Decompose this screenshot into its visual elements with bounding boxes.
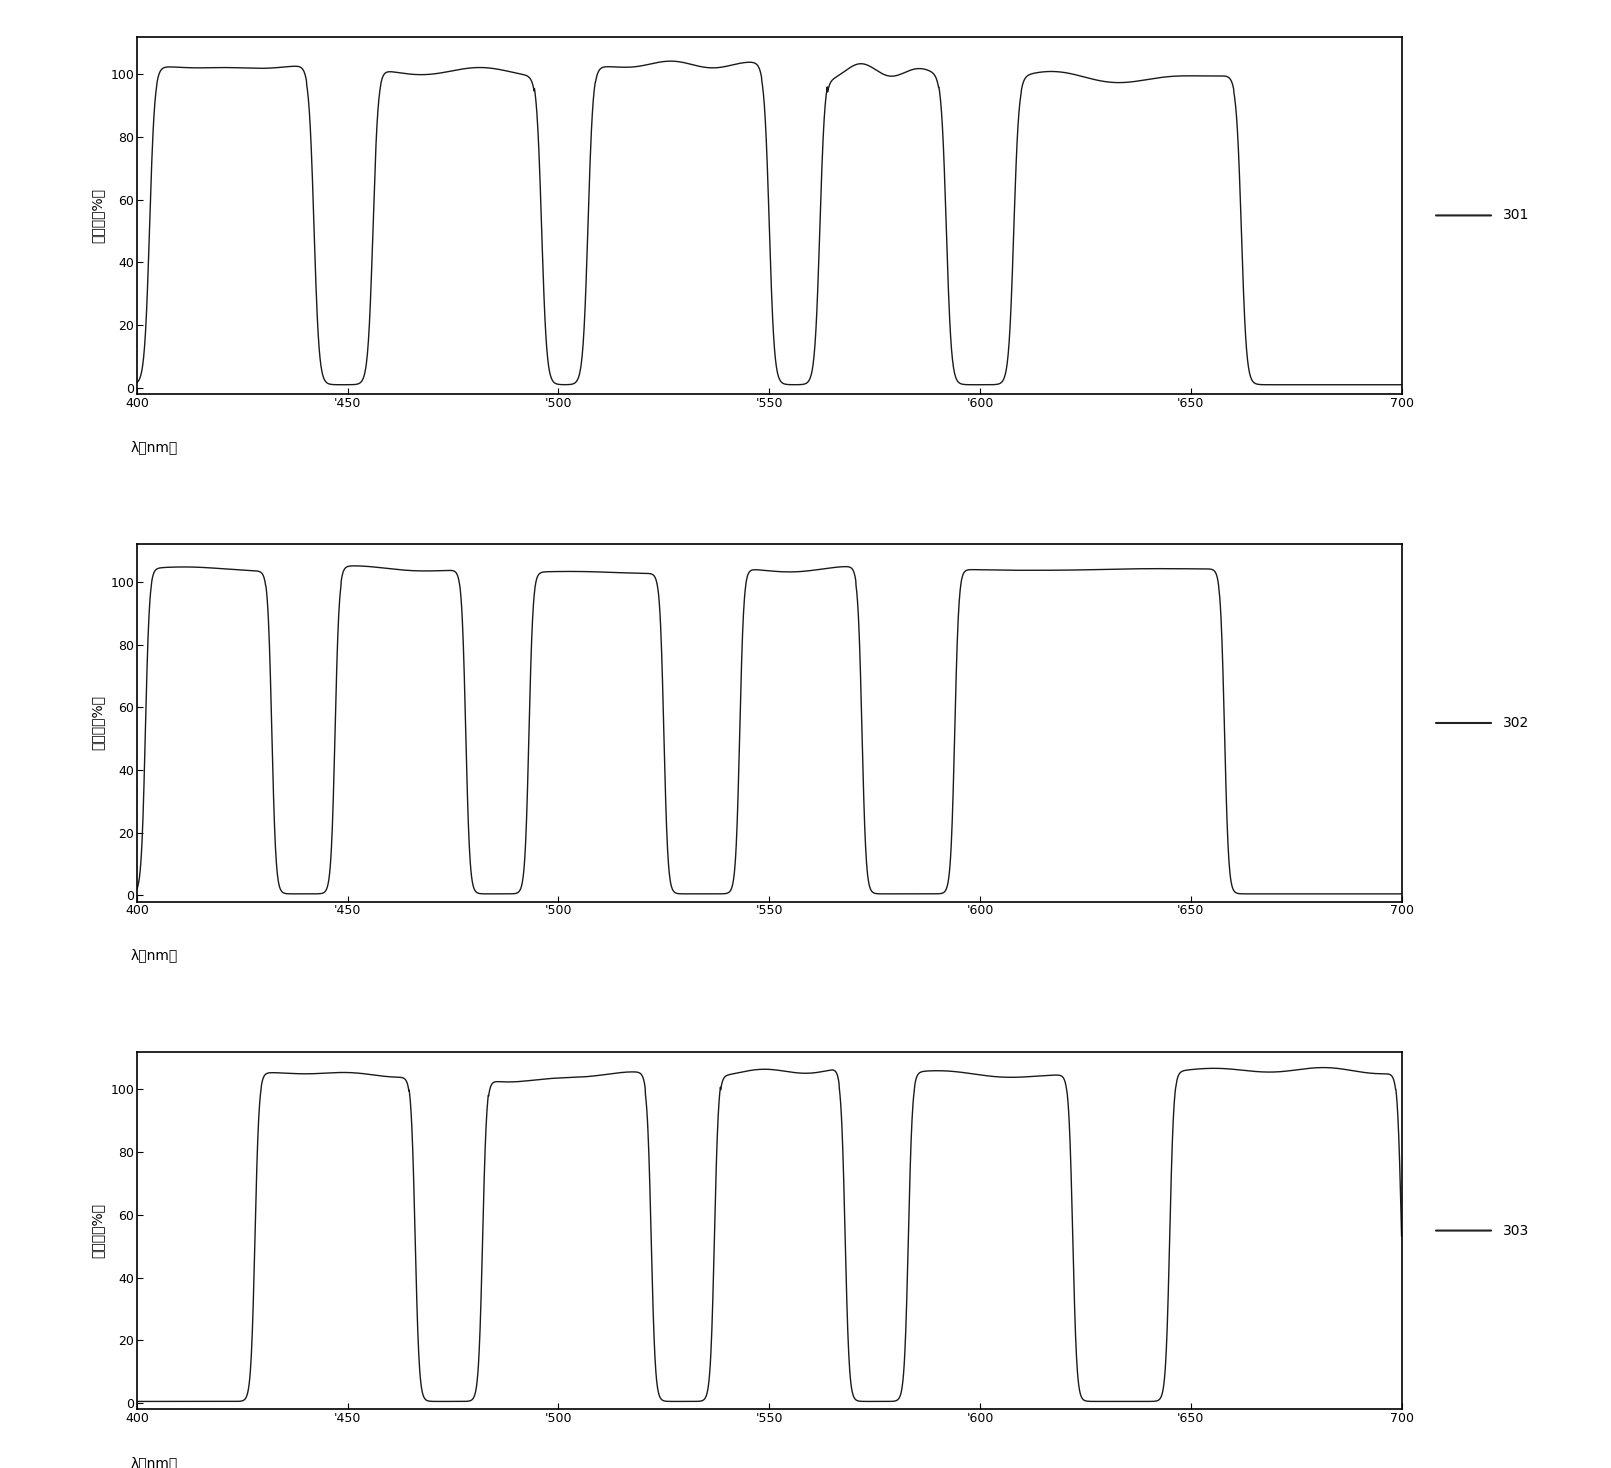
- Text: λ（nm）: λ（nm）: [130, 948, 177, 962]
- Text: λ（nm）: λ（nm）: [130, 440, 177, 455]
- Y-axis label: 滤过率（%）: 滤过率（%）: [90, 1204, 105, 1258]
- Y-axis label: 滤过率（%）: 滤过率（%）: [90, 188, 105, 242]
- Text: 302: 302: [1503, 716, 1529, 730]
- Text: 303: 303: [1503, 1223, 1529, 1238]
- Text: 301: 301: [1503, 208, 1529, 223]
- Text: λ（nm）: λ（nm）: [130, 1456, 177, 1468]
- Y-axis label: 滤过率（%）: 滤过率（%）: [90, 696, 105, 750]
